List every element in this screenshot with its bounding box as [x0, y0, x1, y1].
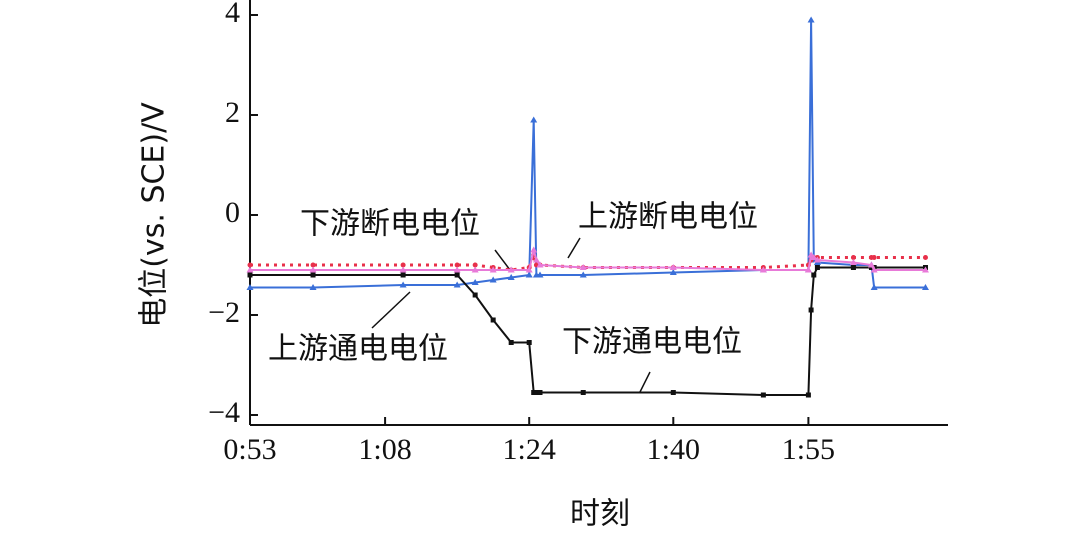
y-tick-label: −2 [208, 296, 240, 329]
marker [813, 256, 821, 263]
marker [870, 284, 878, 290]
marker [454, 262, 460, 268]
series-label: 上游通电电位 [268, 332, 448, 367]
leader-lines [371, 237, 651, 393]
marker [309, 266, 317, 273]
y-tick-label: 2 [225, 96, 240, 129]
series-label: 下游通电电位 [562, 325, 742, 360]
marker [804, 266, 812, 273]
marker [870, 266, 878, 273]
marker [526, 340, 532, 345]
marker [489, 266, 497, 273]
marker [811, 272, 817, 278]
marker [814, 265, 820, 270]
marker [670, 390, 676, 395]
marker [536, 271, 544, 278]
marker [850, 265, 856, 270]
x-tick-label: 1:08 [358, 433, 411, 466]
marker [760, 392, 766, 398]
marker [399, 281, 407, 288]
marker [536, 261, 544, 268]
marker [532, 256, 540, 263]
marker [530, 116, 538, 123]
marker [453, 281, 461, 288]
y-tick-label: 4 [225, 0, 240, 29]
marker [810, 254, 818, 260]
marker [759, 266, 767, 273]
leader-line [567, 237, 581, 259]
marker [489, 276, 497, 283]
marker [525, 266, 533, 273]
marker [246, 284, 254, 290]
series-line [250, 19, 926, 289]
marker [537, 390, 543, 395]
y-tick-label: −4 [208, 396, 240, 429]
x-tick-label: 1:40 [647, 433, 700, 466]
marker [850, 255, 856, 260]
series-label: 下游断电电位 [300, 207, 480, 242]
marker [921, 284, 929, 290]
leader-line [639, 371, 651, 393]
x-tick-label: 1:24 [503, 433, 556, 466]
marker [247, 272, 253, 278]
marker [669, 264, 677, 270]
marker [580, 390, 586, 395]
marker [921, 266, 929, 273]
marker [399, 266, 407, 273]
marker [808, 307, 814, 313]
marker [310, 262, 316, 268]
marker [579, 264, 587, 270]
marker [400, 262, 406, 268]
marker [472, 262, 478, 268]
marker [525, 271, 533, 278]
marker [507, 266, 515, 273]
marker [807, 16, 815, 23]
marker [246, 266, 254, 273]
series-line [250, 266, 926, 396]
y-axis-label: 电位(vs. SCE)/V [137, 102, 172, 328]
marker [849, 259, 857, 265]
marker [400, 272, 406, 278]
marker [922, 255, 928, 260]
marker [669, 269, 677, 275]
x-tick-label: 0:53 [223, 433, 276, 466]
marker [453, 266, 461, 273]
marker [867, 261, 875, 268]
marker [309, 284, 317, 290]
marker [310, 272, 316, 278]
x-tick-label: 1:55 [782, 433, 835, 466]
marker [454, 272, 460, 278]
y-tick-label: 0 [225, 196, 240, 229]
marker [805, 392, 811, 398]
x-axis-label: 时刻 [570, 497, 630, 532]
marker [471, 266, 479, 273]
marker [871, 255, 877, 260]
series-line [250, 249, 926, 271]
marker [579, 271, 587, 278]
leader-line [371, 291, 411, 329]
leader-line [494, 249, 511, 271]
marker [531, 390, 537, 395]
marker [530, 246, 538, 253]
marker [507, 274, 515, 280]
marker [472, 292, 478, 298]
marker [508, 340, 514, 345]
marker [471, 279, 479, 285]
marker [247, 262, 253, 268]
marker [533, 390, 539, 395]
marker [490, 317, 496, 323]
series-label: 上游断电电位 [578, 200, 758, 235]
